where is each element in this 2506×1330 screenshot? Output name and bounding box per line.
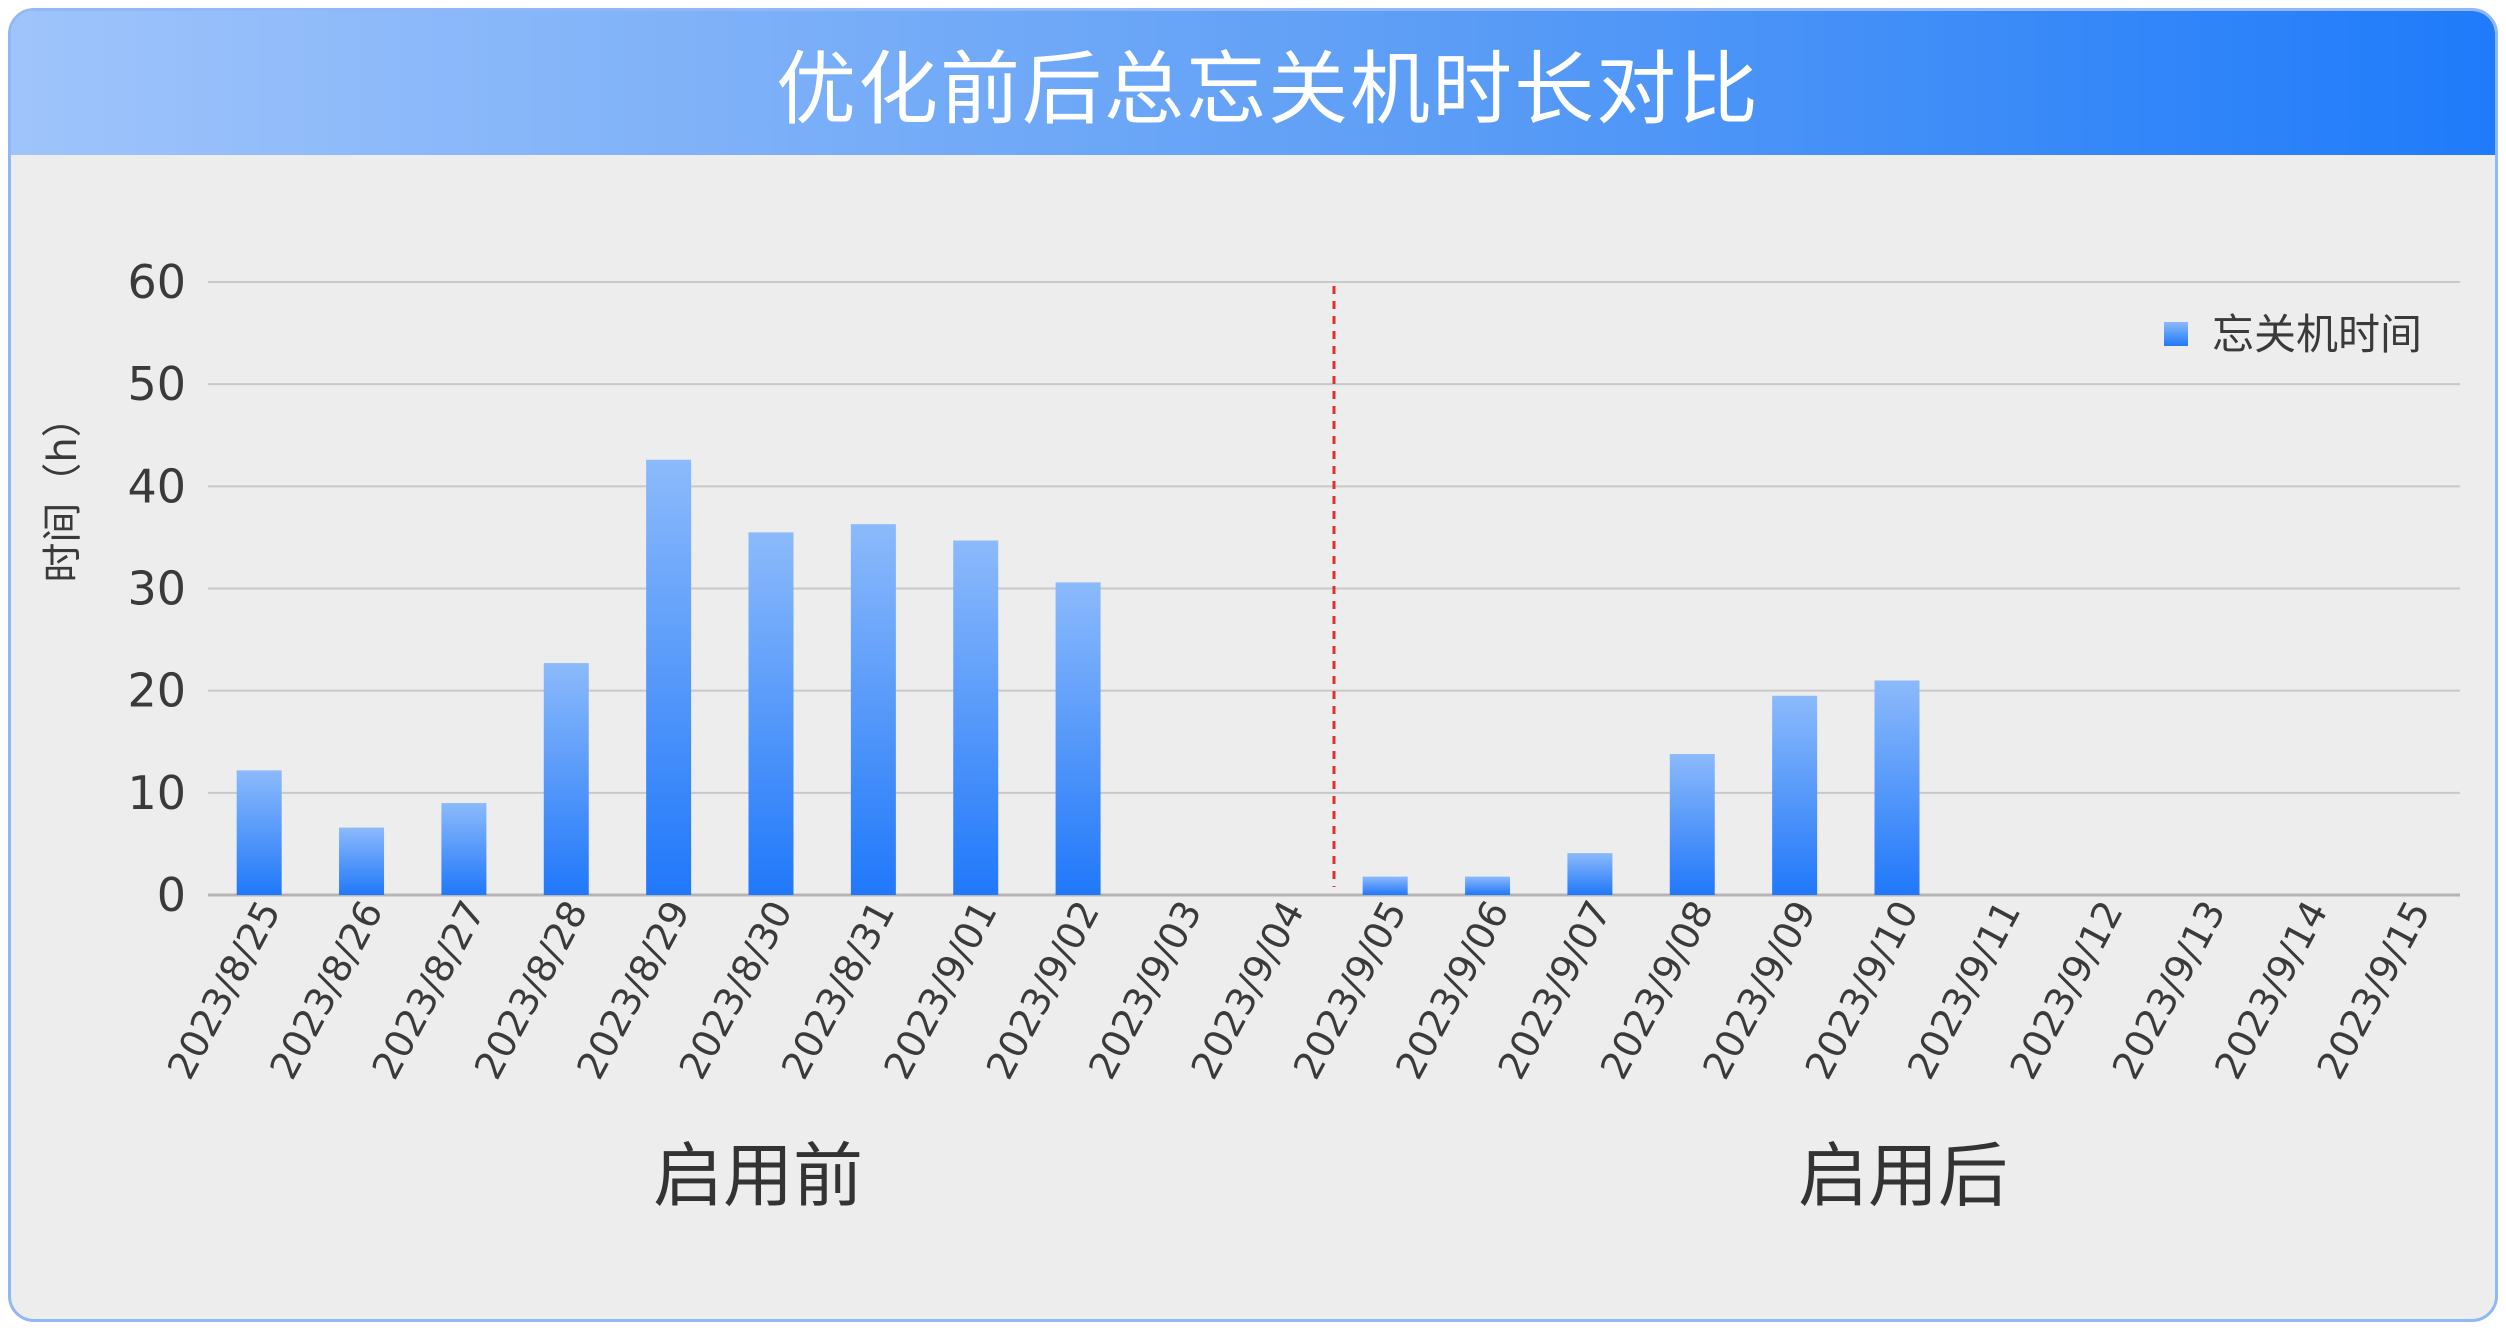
y-tick-label: 30: [127, 562, 186, 616]
y-tick-label: 20: [127, 664, 186, 718]
bar: [1874, 680, 1920, 895]
legend-label: 忘关机时间: [2212, 310, 2422, 359]
y-tick-label: 40: [127, 459, 186, 513]
bar: [953, 540, 999, 895]
y-tick-label: 50: [127, 357, 186, 411]
bar: [441, 803, 487, 895]
bar: [1465, 876, 1511, 895]
bar: [646, 459, 692, 895]
bar: [1669, 754, 1715, 895]
y-tick-labels: 0 10 20 30 40 50 60: [127, 255, 186, 922]
y-tick-label: 10: [127, 766, 186, 820]
legend: 忘关机时间: [2164, 310, 2422, 359]
bars: [236, 459, 1920, 895]
x-tick-labels: 2023/8/252023/8/262023/8/272023/8/282023…: [159, 894, 2439, 1087]
bar: [1362, 876, 1408, 895]
bar: [339, 827, 385, 895]
chart-card: 优化前后总忘关机时长对比: [8, 8, 2498, 1322]
bar: [236, 770, 282, 895]
bar: [850, 524, 896, 895]
y-tick-label: 60: [127, 255, 186, 309]
chart-title: 优化前后总忘关机时长对比: [776, 43, 1760, 136]
group-label-after: 启用后: [1798, 1135, 2008, 1217]
legend-swatch: [2164, 322, 2188, 346]
bar: [748, 532, 794, 895]
bar: [1772, 695, 1818, 895]
y-tick-label: 0: [157, 868, 186, 922]
bar: [543, 663, 589, 895]
bar: [1567, 853, 1613, 895]
bar: [1055, 582, 1101, 895]
title-bar: 优化前后总忘关机时长对比: [11, 11, 2495, 155]
group-label-before: 启用前: [653, 1135, 863, 1217]
y-axis-label: 时间（h）: [40, 397, 86, 582]
